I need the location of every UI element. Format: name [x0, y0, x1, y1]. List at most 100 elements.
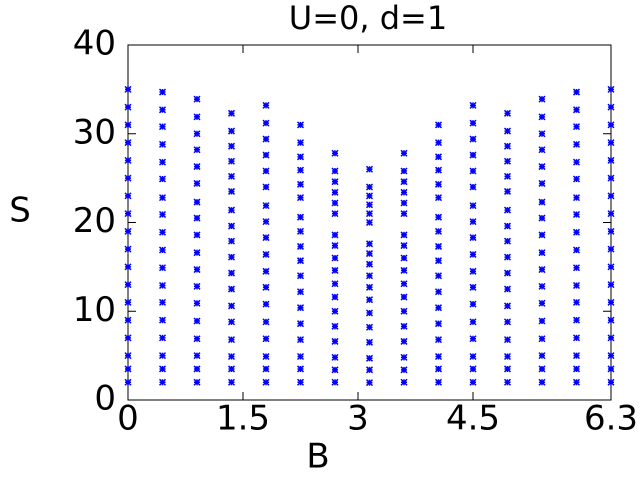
data-point	[331, 378, 339, 386]
data-point	[434, 336, 443, 344]
data-point	[331, 266, 339, 274]
data-point	[262, 101, 270, 109]
data-point	[331, 149, 339, 157]
data-point	[158, 281, 167, 290]
data-point	[296, 272, 305, 280]
data-point	[538, 146, 546, 154]
data-point	[503, 237, 512, 245]
data-point	[503, 222, 512, 230]
data-point	[572, 106, 581, 114]
data-point	[365, 260, 374, 268]
data-point	[227, 157, 236, 165]
data-point	[434, 304, 443, 312]
x-axis-label: B	[306, 437, 329, 477]
data-point	[538, 299, 546, 307]
data-point	[538, 282, 546, 290]
data-point	[193, 113, 201, 121]
data-point	[607, 174, 615, 182]
y-tick-label: 40	[73, 24, 116, 64]
data-point	[572, 175, 581, 183]
data-point	[262, 283, 270, 291]
x-tick-label: 0	[117, 399, 139, 439]
data-point	[227, 222, 236, 230]
data-point	[124, 298, 132, 306]
data-point	[331, 366, 339, 374]
data-point	[469, 151, 477, 159]
data-point	[607, 103, 615, 111]
data-point	[193, 198, 201, 206]
data-point	[262, 267, 270, 275]
data-point	[262, 250, 270, 258]
data-point	[124, 210, 132, 218]
data-point	[469, 119, 477, 127]
data-point	[469, 101, 477, 109]
data-point	[158, 228, 167, 236]
data-point	[400, 149, 408, 157]
data-point	[158, 175, 167, 183]
data-point	[434, 139, 443, 147]
data-point	[365, 338, 374, 346]
data-point	[365, 210, 374, 218]
data-point	[434, 153, 443, 161]
data-point	[503, 253, 512, 261]
data-point	[538, 163, 546, 171]
data-point	[469, 183, 477, 191]
data-point	[607, 365, 615, 373]
data-point	[296, 336, 305, 344]
data-point	[227, 318, 236, 326]
data-point	[365, 379, 374, 387]
data-point	[572, 264, 581, 272]
data-point	[262, 183, 270, 191]
data-point	[607, 352, 615, 360]
data-point	[365, 283, 374, 291]
data-point	[572, 246, 581, 254]
data-point	[124, 192, 132, 200]
data-point	[607, 281, 615, 289]
data-point	[124, 378, 132, 386]
data-point	[296, 365, 305, 373]
data-point	[227, 172, 236, 180]
data-point	[434, 166, 443, 174]
data-point	[296, 121, 305, 129]
data-point	[434, 320, 443, 328]
x-tick-label: 1.5	[216, 399, 270, 439]
data-point	[296, 180, 305, 188]
data-point	[434, 352, 443, 361]
data-point	[572, 316, 581, 324]
data-point	[607, 85, 615, 93]
data-point	[262, 202, 270, 210]
y-axis-label: S	[9, 191, 31, 231]
data-point	[227, 378, 236, 386]
data-point	[469, 335, 477, 343]
data-point	[331, 293, 339, 301]
data-point	[227, 127, 236, 135]
y-tick-label: 10	[73, 290, 116, 330]
data-point	[227, 187, 236, 195]
data-point	[469, 250, 477, 258]
data-point	[365, 354, 374, 362]
data-point	[538, 365, 546, 373]
data-point	[400, 178, 408, 186]
data-point	[193, 335, 201, 343]
data-point	[331, 337, 339, 345]
data-point	[469, 378, 477, 386]
data-point	[434, 288, 443, 296]
data-point	[400, 293, 408, 301]
data-point	[227, 352, 236, 361]
data-point	[365, 201, 374, 209]
data-point	[227, 142, 236, 150]
data-point	[193, 249, 201, 257]
data-point	[572, 88, 581, 96]
data-point	[262, 378, 270, 386]
data-point	[400, 254, 408, 262]
data-point	[400, 322, 408, 330]
data-point	[193, 299, 201, 307]
data-point	[572, 378, 581, 386]
data-point	[193, 146, 201, 154]
data-point	[434, 194, 443, 202]
data-point	[503, 336, 512, 344]
data-point	[469, 300, 477, 308]
data-point	[400, 337, 408, 345]
y-tick-label: 30	[73, 112, 116, 152]
